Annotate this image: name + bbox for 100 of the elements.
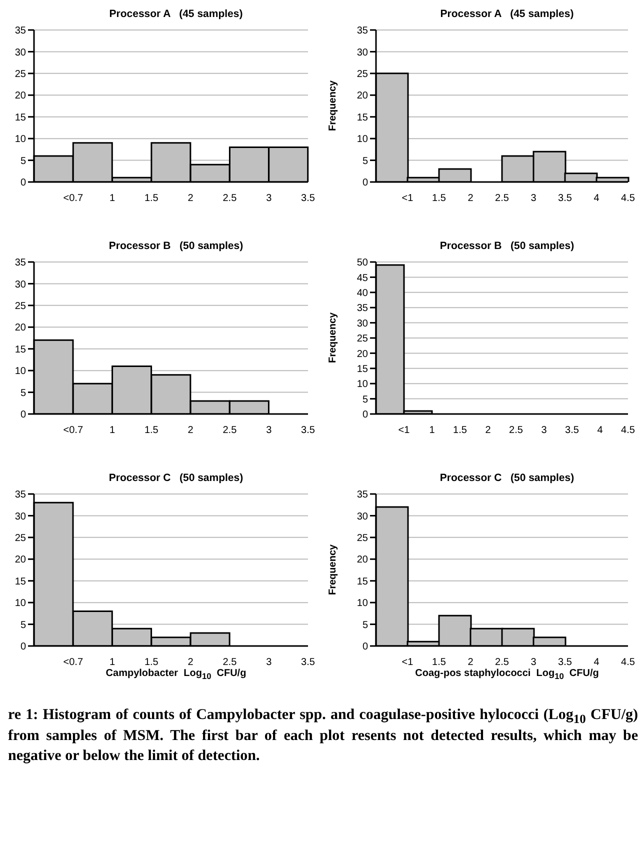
x-tick-label: 1: [429, 425, 436, 436]
y-tick-label: 0: [20, 178, 26, 189]
x-tick-label: 2: [485, 425, 492, 436]
x-tick-label: 1: [110, 657, 116, 668]
x-tick-label: 4.5: [621, 657, 636, 668]
x-tick-label: 2.5: [222, 657, 238, 668]
y-tick-label: 5: [20, 620, 26, 631]
y-tick-label: 25: [14, 532, 26, 544]
y-tick-label: 15: [14, 344, 26, 356]
x-tick-label: 2: [468, 657, 474, 668]
y-tick-label: 10: [356, 598, 368, 610]
x-tick-label: <1: [402, 657, 414, 668]
y-tick-label: 35: [356, 26, 368, 37]
y-tick-label: 50: [356, 258, 368, 269]
x-tick-label: 3: [266, 657, 272, 668]
x-tick-label: 2.5: [495, 657, 510, 668]
x-tick-label: 3: [530, 193, 537, 204]
x-tick-label: 3.5: [565, 425, 580, 436]
y-tick-label: 15: [356, 576, 368, 588]
chart-title: Processor C (50 samples): [108, 472, 244, 486]
x-tick-label: <0.7: [63, 193, 84, 204]
y-tick-label: 15: [14, 576, 26, 588]
x-tick-label: 1: [110, 193, 116, 204]
y-tick-label: 0: [20, 410, 26, 421]
chart-title: Processor A (45 samples): [439, 8, 575, 22]
x-tick-label: 4: [594, 193, 600, 204]
y-tick-label: 10: [356, 379, 368, 390]
y-tick-label: 25: [356, 334, 368, 345]
y-tick-label: 10: [14, 366, 26, 378]
y-tick-label: 0: [20, 642, 26, 653]
y-tick-label: 5: [20, 388, 26, 399]
y-tick-label: 30: [14, 279, 26, 290]
y-tick-label: 0: [362, 178, 368, 189]
x-tick-label: <1: [402, 193, 414, 204]
y-tick-label: 15: [356, 112, 368, 124]
x-tick-label: 2.5: [222, 193, 238, 204]
chart-title: Processor C (50 samples): [438, 472, 576, 486]
y-tick-label: 30: [14, 47, 26, 58]
y-tick-label: 35: [14, 258, 26, 269]
y-tick-label: 35: [14, 490, 26, 501]
y-tick-label: 20: [356, 554, 368, 566]
chart-title: Processor B (50 samples): [108, 240, 244, 254]
x-tick-label: 4.5: [621, 425, 636, 436]
y-tick-label: 25: [14, 68, 26, 80]
x-tick-label: 3: [530, 657, 537, 668]
x-tick-label: 3: [541, 425, 548, 436]
y-tick-label: 5: [362, 156, 368, 167]
y-tick-label: 10: [356, 134, 368, 146]
y-tick-label: 10: [14, 598, 26, 610]
y-tick-label: 35: [356, 490, 368, 501]
x-tick-label: 4: [594, 657, 600, 668]
x-axis-title: Campylobacter Log$_{10}$ CFU/g: [104, 668, 248, 682]
x-tick-label: <0.7: [63, 425, 84, 436]
y-tick-label: 25: [356, 68, 368, 80]
y-tick-label: 15: [356, 364, 368, 375]
x-tick-label: 1.5: [432, 193, 446, 204]
x-tick-label: 2: [188, 425, 194, 436]
x-tick-label: 1.5: [144, 657, 159, 668]
y-tick-label: 40: [356, 288, 368, 299]
x-tick-label: 2.5: [509, 425, 524, 436]
y-tick-label: 20: [14, 90, 26, 102]
y-tick-label: 20: [356, 348, 368, 360]
y-axis-title: Frequency: [328, 312, 339, 363]
x-tick-label: 3.5: [301, 193, 316, 204]
text: re 1: Histogram of counts of Campylobacter spp. and coagulase-positive hylococci (Log$_{10}$ CFU/g) from samples of MSM. The first bar of each plot resents not detected results, which may be negative or below the limit of detection.: [8, 706, 638, 766]
x-tick-label: 3.5: [301, 425, 316, 436]
y-tick-label: 15: [14, 112, 26, 124]
chart-title: Processor B (50 samples): [438, 240, 576, 254]
y-tick-label: 30: [14, 511, 26, 522]
y-tick-label: 0: [362, 410, 368, 421]
y-tick-label: 20: [14, 554, 26, 566]
y-tick-label: 5: [362, 620, 368, 631]
y-axis-title: Frequency: [328, 80, 339, 131]
x-tick-label: 1.5: [453, 425, 468, 436]
x-tick-label: 2: [468, 193, 474, 204]
x-tick-label: 3: [266, 425, 272, 436]
y-tick-label: 10: [14, 134, 26, 146]
x-tick-label: 1.5: [432, 657, 446, 668]
y-tick-label: 25: [356, 532, 368, 544]
y-tick-label: 20: [14, 322, 26, 334]
x-tick-label: 1: [110, 425, 116, 436]
x-tick-label: 3: [266, 193, 272, 204]
x-tick-label: 3.5: [558, 657, 572, 668]
x-tick-label: 2.5: [222, 425, 238, 436]
x-tick-label: 3.5: [558, 193, 572, 204]
y-tick-label: 20: [356, 90, 368, 102]
y-tick-label: 25: [14, 300, 26, 312]
x-tick-label: <0.7: [63, 657, 84, 668]
y-tick-label: 30: [356, 318, 368, 330]
x-tick-label: 2: [188, 657, 194, 668]
x-axis-title: Coag-pos staphylococci Log$_{10}$ CFU/g: [414, 668, 600, 682]
x-tick-label: 1.5: [144, 425, 159, 436]
x-tick-label: 4.5: [621, 193, 636, 204]
x-tick-label: 4: [597, 425, 604, 436]
x-tick-label: 2.5: [495, 193, 510, 204]
x-tick-label: 2: [188, 193, 194, 204]
chart-title: Processor A (45 samples): [108, 8, 244, 22]
y-tick-label: 30: [356, 511, 368, 522]
y-tick-label: 0: [362, 642, 368, 653]
y-tick-label: 35: [14, 26, 26, 37]
